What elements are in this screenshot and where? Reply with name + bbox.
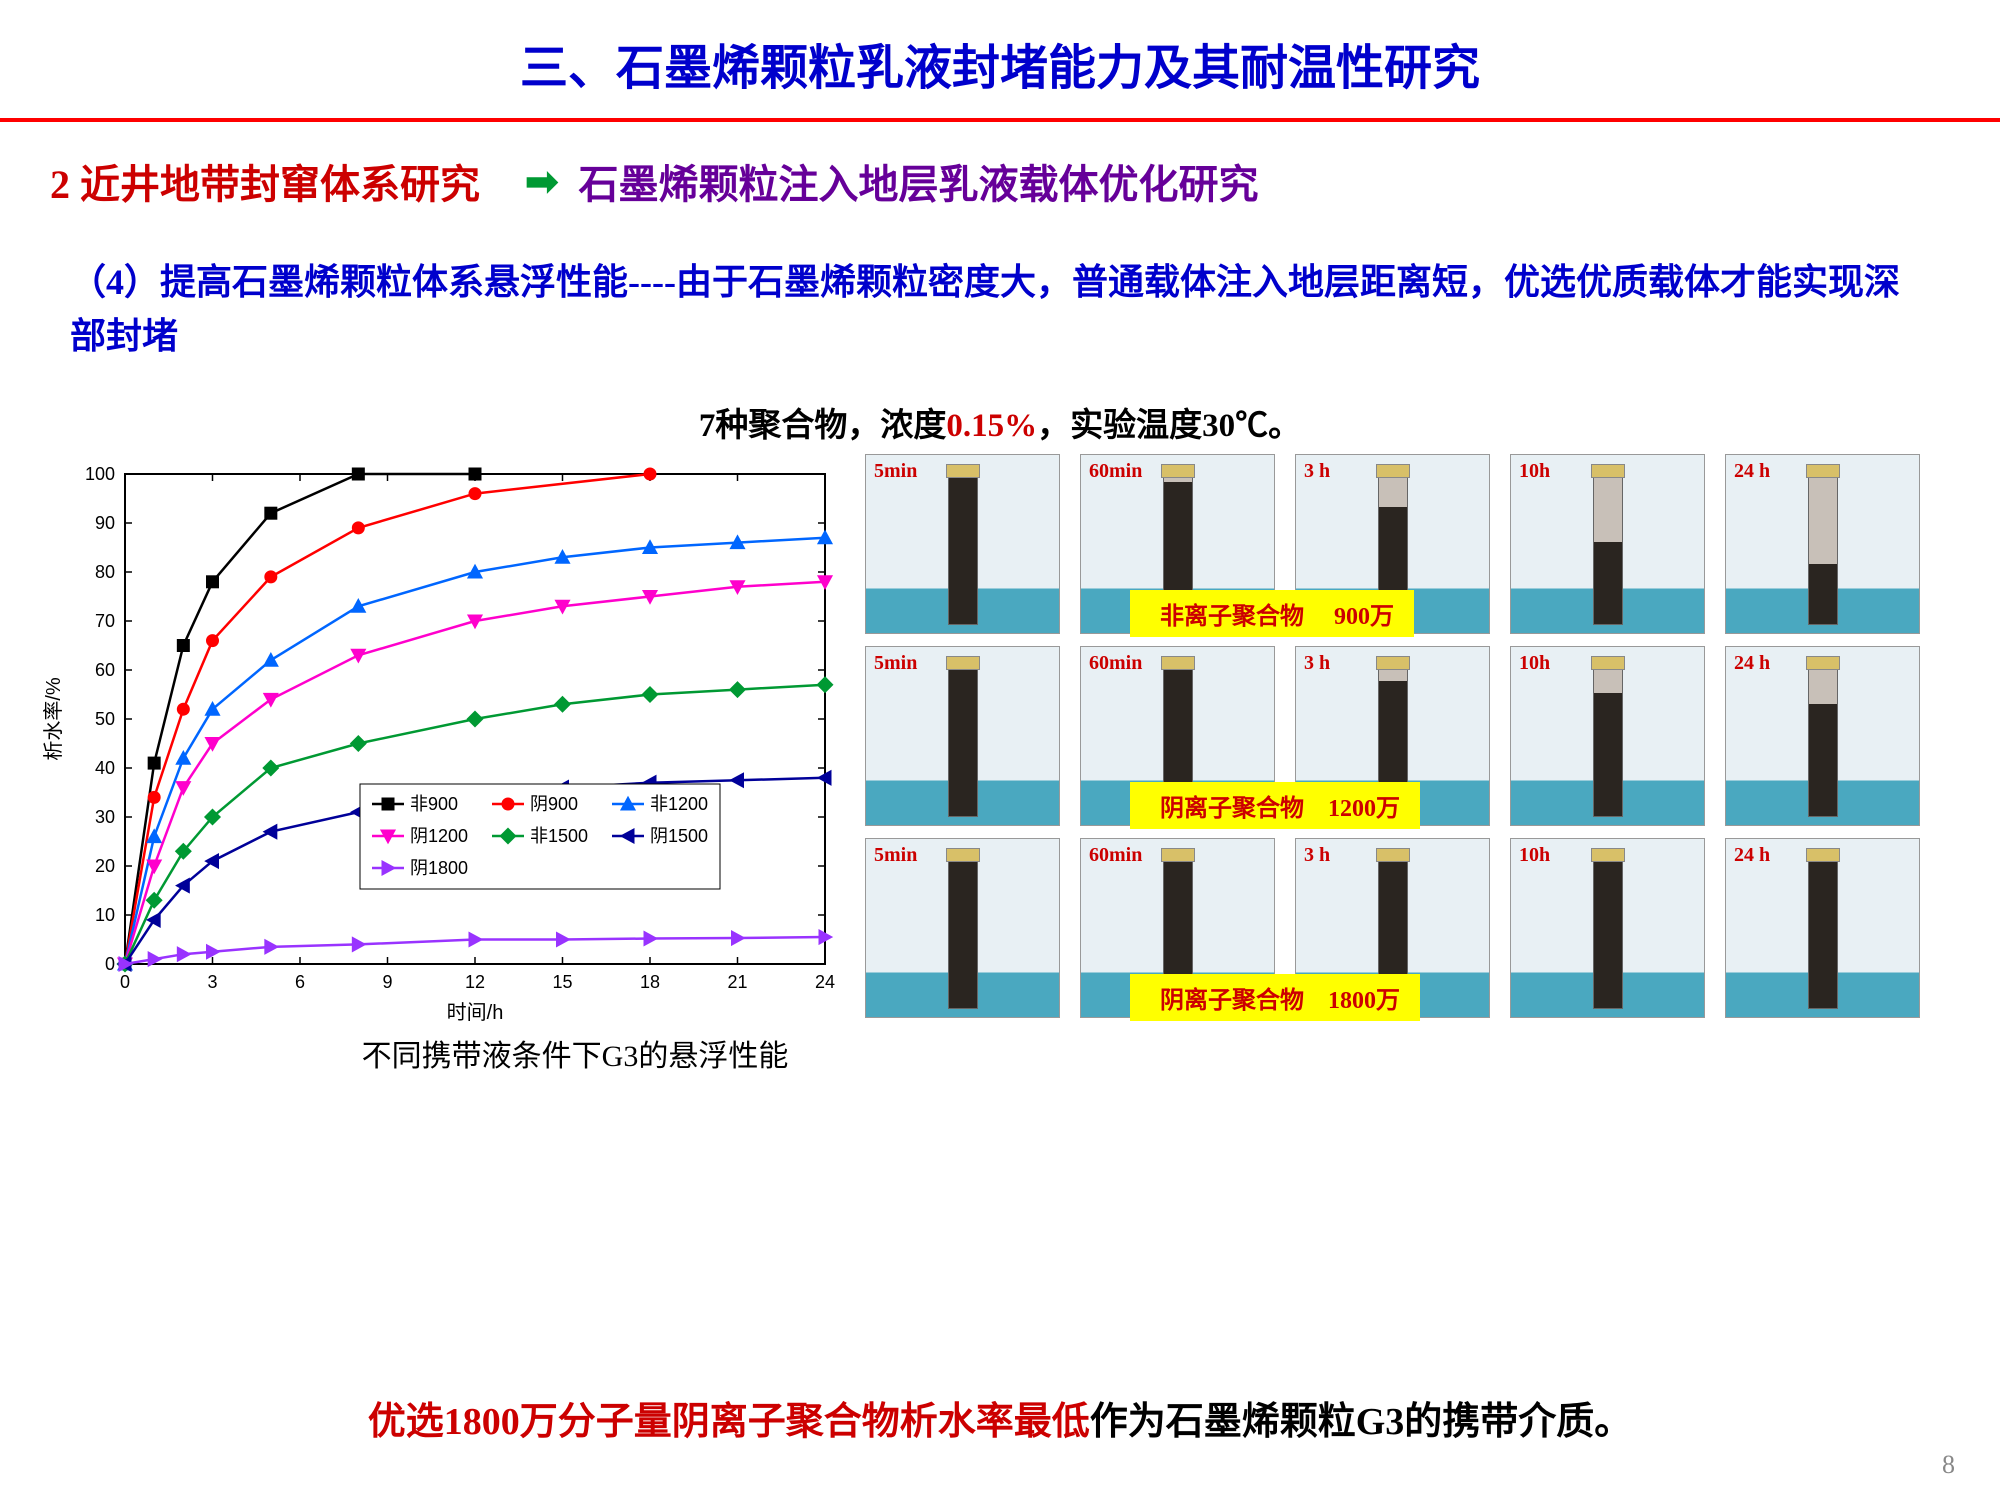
polymer-label: 非离子聚合物 900万 (1130, 590, 1414, 637)
section-title-text: 近井地带封窜体系研究 (80, 162, 480, 207)
tube-time-label: 3 h (1304, 652, 1330, 675)
svg-text:50: 50 (95, 709, 115, 729)
tube-time-label: 5min (874, 460, 917, 483)
content-row: 0 10 20 30 40 50 60 70 80 90 100 0 3 6 9 12 15 18 21 24 时间/h… (0, 446, 2000, 1094)
chart-container: 0 10 20 30 40 50 60 70 80 90 100 0 3 6 9 12 15 18 21 24 时间/h… (30, 454, 850, 1094)
svg-text:非1200: 非1200 (650, 794, 708, 814)
tube-time-label: 5min (874, 844, 917, 867)
tube-time-label: 10h (1519, 652, 1550, 675)
paragraph: （4）提高石墨烯颗粒体系悬浮性能----由于石墨烯颗粒密度大，普通载体注入地层距… (0, 210, 2000, 363)
svg-text:0: 0 (120, 972, 130, 992)
tube-photo: 10h (1510, 646, 1705, 826)
svg-text:90: 90 (95, 513, 115, 533)
tube-time-label: 60min (1089, 844, 1142, 867)
conclusion: 优选1800万分子量阴离子聚合物析水率最低作为石墨烯颗粒G3的携带介质。 (0, 1390, 2000, 1445)
svg-text:30: 30 (95, 807, 115, 827)
tube-time-label: 60min (1089, 460, 1142, 483)
subheader: 2 近井地带封窜体系研究 ➡ 石墨烯颗粒注入地层乳液载体优化研究 (0, 122, 2000, 210)
svg-text:24: 24 (815, 972, 835, 992)
svg-text:9: 9 (382, 972, 392, 992)
polymer-label: 阴离子聚合物 1200万 (1130, 782, 1420, 829)
svg-text:10: 10 (95, 905, 115, 925)
line-chart: 0 10 20 30 40 50 60 70 80 90 100 0 3 6 9 12 15 18 21 24 时间/h… (30, 454, 850, 1034)
svg-text:非1500: 非1500 (530, 826, 588, 846)
photo-row: 5min 60min 3 h 10h 24 h 阴离子聚合物 1200万 (865, 646, 1970, 826)
tube-time-label: 24 h (1734, 652, 1770, 675)
tube-icon (1808, 857, 1838, 1009)
section-subtitle: 石墨烯颗粒注入地层乳液载体优化研究 (579, 152, 1259, 210)
tube-icon (948, 665, 978, 817)
tube-time-label: 3 h (1304, 460, 1330, 483)
svg-text:100: 100 (85, 464, 115, 484)
svg-text:阴1200: 阴1200 (410, 826, 468, 846)
tube-photo: 10h (1510, 838, 1705, 1018)
paragraph-text: （4）提高石墨烯颗粒体系悬浮性能----由于石墨烯颗粒密度大，普通载体注入地层距… (70, 262, 1900, 356)
tube-time-label: 10h (1519, 844, 1550, 867)
tube-time-label: 5min (874, 652, 917, 675)
tube-photo: 5min (865, 646, 1060, 826)
svg-text:20: 20 (95, 856, 115, 876)
arrow-right-icon: ➡ (525, 158, 559, 205)
svg-text:21: 21 (727, 972, 747, 992)
tube-photo: 5min (865, 838, 1060, 1018)
tube-photo: 24 h (1725, 646, 1920, 826)
section-number: 2 (50, 162, 70, 207)
tube-icon (1808, 473, 1838, 625)
svg-text:3: 3 (207, 972, 217, 992)
svg-text:非900: 非900 (410, 794, 458, 814)
tube-time-label: 24 h (1734, 460, 1770, 483)
photo-row: 5min 60min 3 h 10h 24 h 非离子聚合物 900万 (865, 454, 1970, 634)
svg-text:18: 18 (640, 972, 660, 992)
svg-text:12: 12 (465, 972, 485, 992)
tube-icon (948, 857, 978, 1009)
polymer-label: 阴离子聚合物 1800万 (1130, 974, 1420, 1021)
svg-text:析水率/%: 析水率/% (42, 677, 65, 761)
svg-text:60: 60 (95, 660, 115, 680)
conclusion-red: 优选1800万分子量阴离子聚合物析水率最低 (368, 1401, 1090, 1443)
section-heading: 2 近井地带封窜体系研究 (50, 152, 480, 210)
tube-time-label: 3 h (1304, 844, 1330, 867)
tube-icon (948, 473, 978, 625)
svg-text:6: 6 (295, 972, 305, 992)
tube-photo: 10h (1510, 454, 1705, 634)
svg-text:阴1800: 阴1800 (410, 858, 468, 878)
tube-icon (1593, 665, 1623, 817)
chart-below-caption: 不同携带液条件下G3的悬浮性能 (300, 1031, 850, 1075)
svg-text:40: 40 (95, 758, 115, 778)
svg-text:15: 15 (552, 972, 572, 992)
photo-row: 5min 60min 3 h 10h 24 h 阴离子聚合物 1800万 (865, 838, 1970, 1018)
tube-icon (1593, 857, 1623, 1009)
tube-time-label: 10h (1519, 460, 1550, 483)
tube-photo: 24 h (1725, 838, 1920, 1018)
conclusion-black: 作为石墨烯颗粒G3的携带介质。 (1090, 1401, 1633, 1443)
chart-caption: 7种聚合物，浓度0.15%，实验温度30℃。 (0, 363, 2000, 446)
svg-text:时间/h: 时间/h (447, 1001, 504, 1024)
tube-photo: 5min (865, 454, 1060, 634)
tube-time-label: 60min (1089, 652, 1142, 675)
tube-time-label: 24 h (1734, 844, 1770, 867)
tube-icon (1808, 665, 1838, 817)
svg-text:0: 0 (105, 954, 115, 974)
svg-text:阴1500: 阴1500 (650, 826, 708, 846)
svg-text:70: 70 (95, 611, 115, 631)
caption-part1: 7种聚合物，浓度 (699, 408, 947, 444)
svg-text:阴900: 阴900 (530, 794, 578, 814)
slide-title: 三、石墨烯颗粒乳液封堵能力及其耐温性研究 (0, 0, 2000, 98)
caption-part2: ，实验温度30℃。 (1037, 408, 1301, 444)
page-number: 8 (1942, 1450, 1955, 1480)
caption-red: 0.15% (946, 408, 1037, 444)
svg-text:80: 80 (95, 562, 115, 582)
photo-grid: 5min 60min 3 h 10h 24 h 非离子聚合物 900万 5min 60min 3… (850, 454, 1970, 1094)
tube-icon (1593, 473, 1623, 625)
tube-photo: 24 h (1725, 454, 1920, 634)
